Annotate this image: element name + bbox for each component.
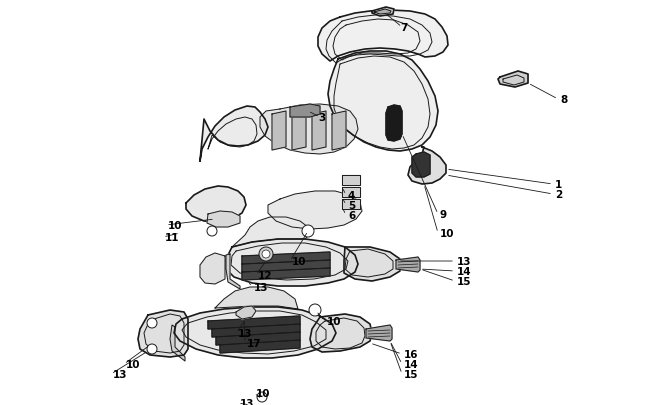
Text: 15: 15 xyxy=(457,276,471,286)
Polygon shape xyxy=(220,340,300,353)
Text: 15: 15 xyxy=(404,369,419,379)
Circle shape xyxy=(147,318,157,328)
Polygon shape xyxy=(342,188,360,198)
Polygon shape xyxy=(226,239,358,286)
Polygon shape xyxy=(170,325,185,361)
Text: 13: 13 xyxy=(240,398,255,405)
Text: 10: 10 xyxy=(440,228,454,239)
Text: 13: 13 xyxy=(457,256,471,266)
Text: 1: 1 xyxy=(555,179,562,190)
Polygon shape xyxy=(328,52,438,151)
Polygon shape xyxy=(268,192,362,230)
Polygon shape xyxy=(260,105,358,155)
Polygon shape xyxy=(290,105,320,118)
Polygon shape xyxy=(318,11,448,62)
Text: 7: 7 xyxy=(400,23,408,33)
Circle shape xyxy=(262,250,270,258)
Text: 5: 5 xyxy=(348,200,356,211)
Polygon shape xyxy=(408,148,446,185)
Text: 14: 14 xyxy=(457,266,472,276)
Text: 9: 9 xyxy=(440,209,447,220)
Polygon shape xyxy=(312,112,326,151)
Polygon shape xyxy=(412,153,430,177)
Text: 2: 2 xyxy=(555,190,562,200)
Polygon shape xyxy=(232,217,310,247)
Polygon shape xyxy=(342,175,360,185)
Polygon shape xyxy=(207,211,240,228)
Text: 14: 14 xyxy=(404,359,419,369)
Polygon shape xyxy=(344,247,400,281)
Circle shape xyxy=(207,226,217,237)
Text: 10: 10 xyxy=(126,359,140,369)
Text: 10: 10 xyxy=(168,220,183,230)
Polygon shape xyxy=(138,310,188,357)
Text: 10: 10 xyxy=(327,316,341,326)
Polygon shape xyxy=(310,314,372,352)
Text: 6: 6 xyxy=(348,211,356,220)
Text: 10: 10 xyxy=(292,256,307,266)
Text: 13: 13 xyxy=(113,369,127,379)
Circle shape xyxy=(309,304,321,316)
Polygon shape xyxy=(212,324,300,337)
Polygon shape xyxy=(374,10,391,15)
Polygon shape xyxy=(215,287,298,309)
Text: 16: 16 xyxy=(404,349,419,359)
Text: 3: 3 xyxy=(318,113,325,123)
Polygon shape xyxy=(200,107,268,162)
Text: 17: 17 xyxy=(247,338,261,348)
Polygon shape xyxy=(386,106,402,142)
Circle shape xyxy=(257,392,267,402)
Polygon shape xyxy=(242,252,330,264)
Circle shape xyxy=(259,247,273,261)
Polygon shape xyxy=(396,257,420,272)
Polygon shape xyxy=(272,112,286,151)
Polygon shape xyxy=(342,200,360,209)
Text: 8: 8 xyxy=(560,95,567,105)
Polygon shape xyxy=(372,8,394,17)
Polygon shape xyxy=(208,316,300,329)
Polygon shape xyxy=(292,112,306,151)
Text: 13: 13 xyxy=(238,328,252,338)
Polygon shape xyxy=(200,254,225,284)
Text: 13: 13 xyxy=(254,282,268,292)
Polygon shape xyxy=(216,332,300,345)
Polygon shape xyxy=(498,72,528,88)
Polygon shape xyxy=(236,306,256,319)
Polygon shape xyxy=(366,325,392,341)
Polygon shape xyxy=(226,254,240,289)
Polygon shape xyxy=(174,307,336,358)
Text: 4: 4 xyxy=(348,190,356,200)
Polygon shape xyxy=(242,269,330,280)
Polygon shape xyxy=(242,260,330,272)
Text: 12: 12 xyxy=(258,270,272,280)
Circle shape xyxy=(302,226,314,237)
Polygon shape xyxy=(186,187,246,222)
Circle shape xyxy=(147,344,157,354)
Text: 10: 10 xyxy=(256,388,270,398)
Polygon shape xyxy=(332,112,346,151)
Text: 11: 11 xyxy=(165,232,179,243)
